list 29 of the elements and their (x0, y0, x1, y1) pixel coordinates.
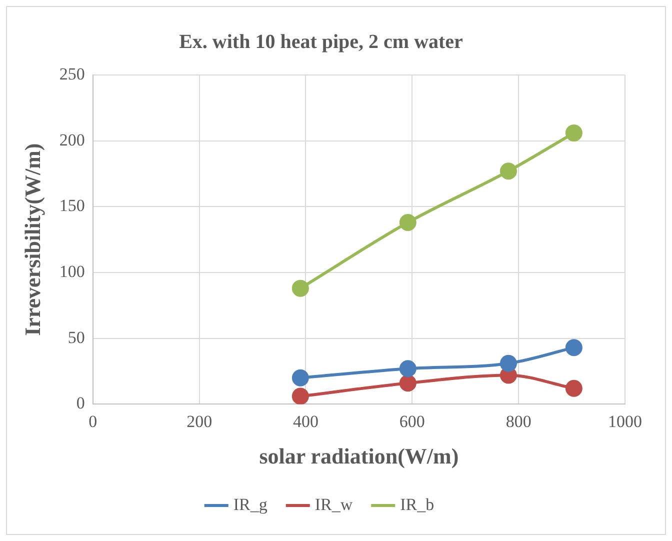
point (292, 369, 309, 386)
y-axis-title: Irreversibility(W/m) (20, 143, 45, 336)
y-tick-label: 150 (59, 196, 85, 216)
point (399, 374, 416, 392)
point (500, 354, 517, 372)
x-tick-label: 200 (186, 412, 212, 431)
point (500, 162, 517, 180)
point (565, 380, 582, 397)
point (399, 214, 416, 231)
y-tick-label: 50 (68, 328, 85, 347)
x-axis-title: solar radiation(W/m) (259, 443, 459, 468)
y-tick-label: 250 (59, 64, 85, 84)
point (399, 360, 416, 378)
x-tick-label: 1000 (608, 412, 642, 431)
point (292, 280, 309, 297)
legend-label: IR_w (314, 494, 354, 514)
x-tick-label: 400 (292, 412, 318, 431)
point (565, 124, 582, 142)
legend-label: IR_g (233, 494, 268, 514)
point (565, 339, 582, 356)
y-tick-label: 100 (59, 262, 85, 281)
legend-label: IR_b (400, 494, 434, 514)
x-tick-label: 800 (506, 412, 532, 431)
point (292, 388, 309, 404)
x-tick-label: 600 (399, 412, 425, 431)
chart-title: Ex. with 10 heat pipe, 2 cm water (179, 31, 464, 54)
x-tick-label: 0 (88, 412, 98, 431)
y-tick-label: 0 (76, 394, 85, 413)
y-tick-label: 200 (59, 130, 85, 150)
